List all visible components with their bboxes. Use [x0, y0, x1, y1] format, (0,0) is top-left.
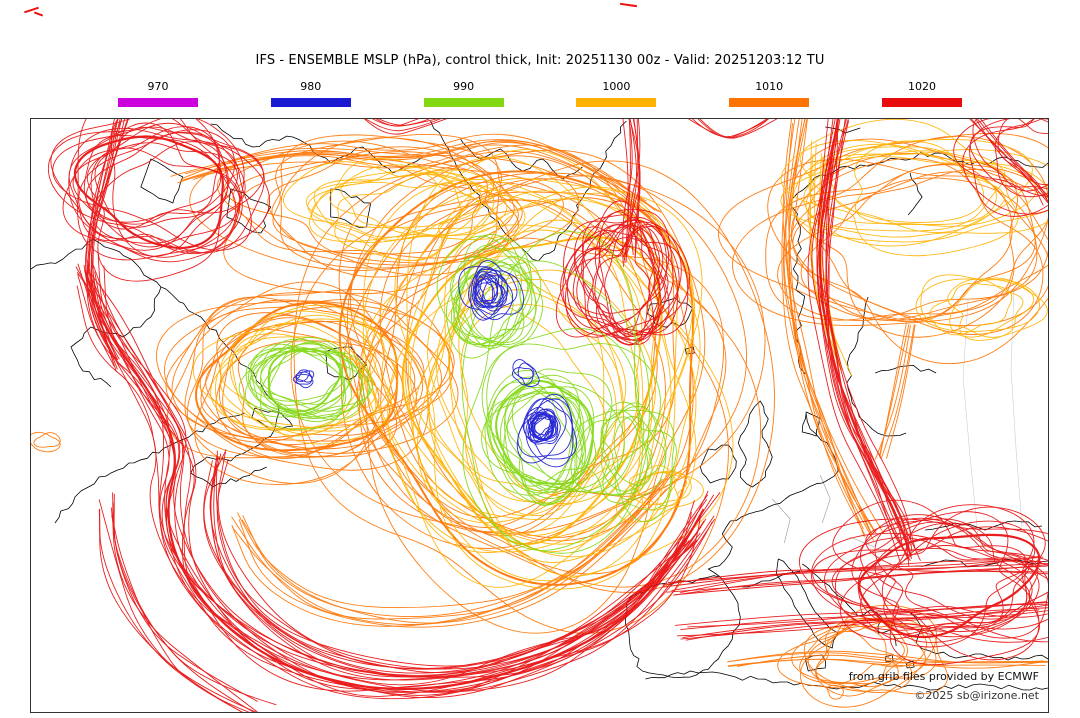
stray-contour-mark: [619, 2, 638, 8]
legend-item-1020: 1020: [881, 80, 962, 107]
legend-label-1010: 1010: [755, 80, 784, 93]
legend-swatch-990: [423, 98, 504, 107]
legend-swatch-970: [118, 98, 198, 107]
legend-item-990: 990: [423, 80, 504, 107]
legend-item-980: 980: [270, 80, 351, 107]
legend-label-1020: 1020: [907, 80, 936, 93]
attribution-copyright: ©2025 sb@irizone.net: [914, 689, 1039, 702]
legend-item-970: 970: [118, 80, 198, 107]
contour-group-980: [292, 260, 578, 468]
legend-label-1000: 1000: [602, 80, 631, 93]
stray-contour-mark: [33, 11, 44, 17]
chart-title: IFS - ENSEMBLE MSLP (hPa), control thick…: [255, 53, 825, 68]
contour-group-1020: [47, 119, 1048, 712]
legend-swatch-1020: [881, 98, 962, 107]
legend-label-990: 990: [453, 80, 475, 93]
attribution: from grib files provided by ECMWF ©2025 …: [849, 667, 1039, 705]
contour-group-1010: [31, 119, 1048, 708]
legend-label-970: 970: [147, 80, 169, 93]
legend-swatch-1000: [576, 98, 657, 107]
legend-swatch-980: [270, 98, 351, 107]
legend-item-1010: 1010: [729, 80, 810, 107]
legend-swatch-1010: [729, 98, 810, 107]
attribution-ecmwf: from grib files provided by ECMWF: [848, 670, 1039, 683]
map-canvas: [31, 119, 1048, 712]
map-frame: from grib files provided by ECMWF ©2025 …: [30, 118, 1049, 713]
legend-item-1000: 1000: [576, 80, 657, 107]
pressure-legend: 970 980 990 1000 1010 1020: [118, 80, 962, 107]
contour-group-990: [238, 231, 677, 554]
legend-label-980: 980: [300, 80, 322, 93]
